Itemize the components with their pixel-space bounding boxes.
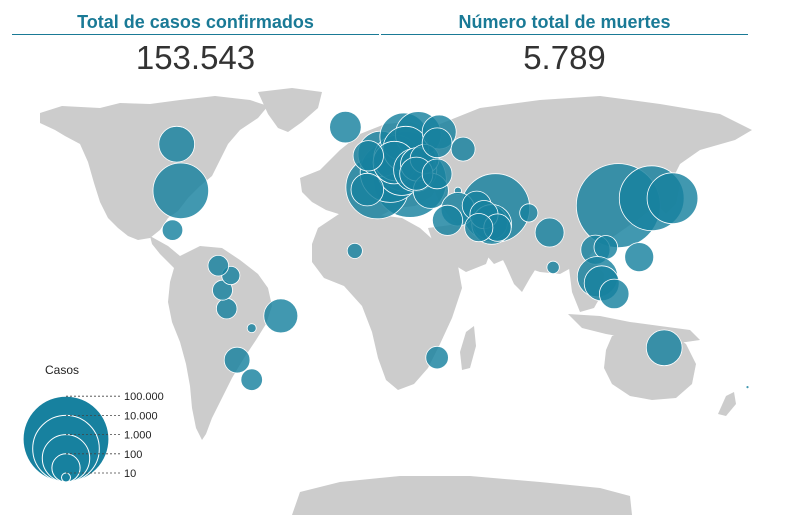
landmass-new-zealand [718, 392, 736, 416]
bubble-egypt[interactable] [431, 204, 463, 236]
cases-legend: Casos 100.000 10.000 1.000 100 10 [22, 363, 164, 483]
legend-label-1: 10.000 [124, 410, 158, 422]
bubble-romania[interactable] [421, 158, 453, 190]
world-bubble-map[interactable]: Casos 100.000 10.000 1.000 100 10 [0, 78, 790, 515]
bubble-bolivia[interactable] [246, 323, 257, 334]
bubble-australia[interactable] [645, 329, 683, 367]
bubble-saudi[interactable] [464, 213, 494, 243]
deaths-panel: Número total de muertes 5.789 [381, 10, 748, 78]
confirmed-divider [12, 34, 379, 35]
bubble-south-africa[interactable] [425, 345, 449, 370]
deaths-divider [381, 34, 748, 35]
bubble-peru[interactable] [215, 297, 238, 320]
bubble-indonesia[interactable] [599, 278, 630, 310]
landmass-north-america [40, 96, 268, 240]
landmass-india [498, 230, 548, 292]
landmass-south-america [168, 246, 272, 440]
confirmed-cases-label: Total de casos confirmados [77, 12, 314, 32]
bubble-argentina[interactable] [240, 368, 263, 391]
legend-label-2: 1.000 [124, 430, 152, 442]
bubble-russia[interactable] [450, 136, 476, 162]
bubble-portugal[interactable] [350, 172, 384, 207]
bubble-panama[interactable] [207, 254, 230, 277]
bubble-ireland[interactable] [352, 140, 384, 172]
legend-circle-0 [22, 395, 110, 483]
bubble-canada[interactable] [158, 125, 196, 163]
bubble-vietnam[interactable] [593, 235, 619, 260]
case-bubbles[interactable] [152, 110, 750, 391]
deaths-value: 5.789 [523, 39, 606, 76]
bubble-philippines[interactable] [624, 242, 655, 273]
bubble-iceland[interactable] [329, 110, 362, 144]
bubble-estonia[interactable] [421, 127, 453, 159]
confirmed-cases-panel: Total de casos confirmados 153.543 [12, 10, 379, 78]
legend-title: Casos [45, 363, 79, 377]
bubble-india[interactable] [534, 217, 565, 248]
legend-label-4: 10 [124, 468, 136, 480]
bubble-mexico[interactable] [161, 219, 184, 241]
landmass-greenland [258, 88, 322, 132]
legend-label-3: 100 [124, 449, 142, 461]
bubble-new-zealand[interactable] [745, 385, 750, 390]
bubble-usa[interactable] [152, 162, 209, 219]
deaths-label: Número total de muertes [458, 12, 671, 32]
bubble-senegal[interactable] [346, 242, 363, 259]
legend-label-0: 100.000 [124, 391, 164, 403]
bubble-japan[interactable] [646, 172, 699, 224]
confirmed-cases-value: 153.543 [135, 39, 256, 76]
bubble-sri-lanka[interactable] [546, 260, 560, 274]
bubble-chile[interactable] [223, 346, 251, 374]
bubble-ecuador[interactable] [212, 279, 233, 301]
bubble-brazil[interactable] [263, 298, 299, 334]
landmass-antarctica [292, 476, 632, 515]
bubble-pakistan[interactable] [519, 203, 539, 223]
landmass-madagascar [460, 326, 476, 370]
